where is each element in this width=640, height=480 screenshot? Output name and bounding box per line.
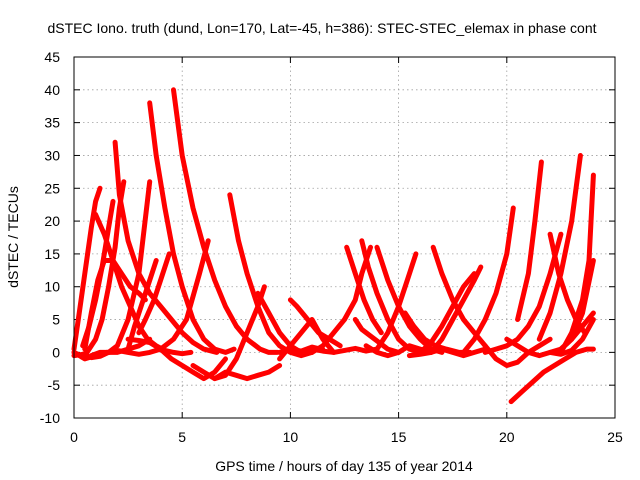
series-line-43	[547, 317, 596, 357]
series-line-15	[227, 192, 315, 359]
y-tick-label-8: 30	[44, 147, 60, 163]
y-tick-label-6: 20	[44, 213, 60, 229]
series-line-21	[309, 244, 373, 355]
x-tick-label-2: 10	[283, 429, 299, 445]
series-line-20	[287, 297, 343, 349]
x-axis-label: GPS time / hours of day 135 of year 2014	[215, 458, 473, 474]
y-tick-label-0: -10	[40, 410, 60, 426]
series-line-5	[112, 139, 220, 355]
series-line-10	[171, 87, 280, 355]
series-line-13	[136, 251, 172, 336]
series-line-23	[309, 345, 380, 355]
y-tick-label-9: 35	[44, 115, 60, 131]
series-line-35	[482, 336, 553, 368]
y-tick-label-11: 45	[44, 49, 60, 65]
series-line-12	[82, 258, 148, 352]
series-line-0	[71, 185, 103, 352]
x-tick-label-1: 5	[178, 429, 186, 445]
x-tick-label-4: 20	[499, 429, 515, 445]
x-tick-label-3: 15	[391, 429, 407, 445]
series-line-8	[125, 258, 159, 352]
series-line-32	[428, 264, 484, 355]
x-tick-label-5: 25	[607, 429, 623, 445]
series-line-33	[417, 271, 477, 355]
series-line-36	[482, 231, 564, 355]
series-line-28	[374, 251, 419, 352]
y-tick-label-10: 40	[44, 82, 60, 98]
plot-frame	[73, 56, 616, 419]
y-tick-label-7: 25	[44, 180, 60, 196]
series-line-24	[352, 317, 402, 355]
series-layer	[71, 87, 596, 405]
series-line-44	[558, 258, 596, 352]
y-tick-label-1: -5	[48, 377, 61, 393]
y-axis-label: dSTEC / TECUs	[5, 186, 21, 288]
series-line-25	[359, 238, 423, 355]
series-line-16	[212, 363, 283, 382]
y-tick-label-5: 15	[44, 246, 60, 262]
series-line-37	[508, 346, 596, 405]
axis-ticks: 0 5 10 15 20 25 -10 -5 0 5 10 15 20 25 30 35 40 45	[40, 49, 623, 445]
series-line-7	[71, 336, 153, 362]
series-line-14	[190, 284, 267, 382]
chart-title: dSTEC Iono. truth (dund, Lon=170, Lat=-4…	[47, 20, 596, 36]
y-tick-label-2: 0	[52, 344, 60, 360]
series-line-9	[147, 100, 237, 355]
series-line-34	[461, 205, 516, 355]
x-tick-label-0: 0	[70, 429, 78, 445]
series-line-22	[344, 244, 384, 336]
y-tick-label-3: 5	[52, 312, 60, 328]
series-line-39	[515, 159, 544, 322]
y-tick-label-4: 10	[44, 279, 60, 295]
